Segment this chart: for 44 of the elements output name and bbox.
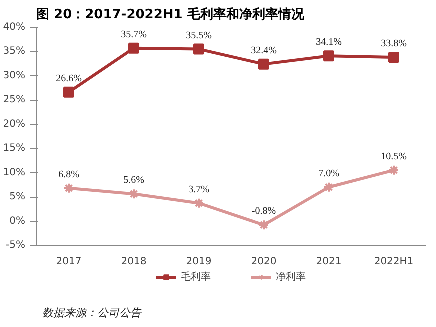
data-label: 33.8% (381, 38, 407, 50)
data-label: 7.0% (318, 168, 340, 180)
point (128, 188, 140, 200)
point (388, 164, 400, 176)
data-label: 10.5% (381, 151, 407, 162)
point (194, 44, 204, 55)
data-label: 6.8% (58, 169, 80, 180)
y-tick-label: 20% (3, 118, 26, 130)
x-tick-label: 2020 (251, 256, 277, 268)
x-tick-label: 2021 (316, 256, 342, 268)
data-label: 3.7% (188, 184, 210, 196)
legend-label: 净利率 (276, 270, 306, 284)
y-tick-label: 5% (10, 192, 26, 203)
point (194, 198, 204, 209)
data-label: 34.1% (316, 37, 342, 48)
point (324, 182, 334, 193)
legend-label: 毛利率 (181, 270, 211, 284)
y-tick-label: 30% (3, 70, 26, 82)
y-tick-label: 25% (3, 94, 26, 106)
y-tick-label: 10% (3, 167, 26, 178)
x-tick-label: 2018 (121, 256, 147, 268)
x-tick-label: 2022H1 (374, 256, 414, 268)
point (324, 50, 334, 62)
x-tick-label: 2019 (186, 256, 212, 268)
data-label: 5.6% (124, 175, 144, 186)
point (64, 86, 74, 98)
point (64, 182, 74, 194)
chart-title: 图 20：2017-2022H1 毛利率和净利率情况 (36, 6, 306, 22)
data-label: 35.5% (186, 30, 212, 42)
y-tick-label: 40% (3, 22, 26, 33)
data-label: 35.7% (121, 29, 147, 40)
point (258, 220, 270, 231)
x-tick-label: 2017 (56, 256, 82, 268)
point (258, 58, 270, 70)
y-tick-label: 35% (3, 46, 26, 58)
data-label: -0.8% (252, 206, 276, 218)
source-note: 数据来源：公司公告 (42, 306, 142, 320)
point (128, 42, 140, 54)
point (388, 52, 400, 64)
y-tick-label: -5% (6, 240, 26, 251)
y-tick-label: 0% (10, 216, 26, 227)
y-tick-label: 15% (3, 143, 26, 154)
data-label: 26.6% (56, 73, 82, 84)
data-label: 32.4% (251, 45, 277, 56)
